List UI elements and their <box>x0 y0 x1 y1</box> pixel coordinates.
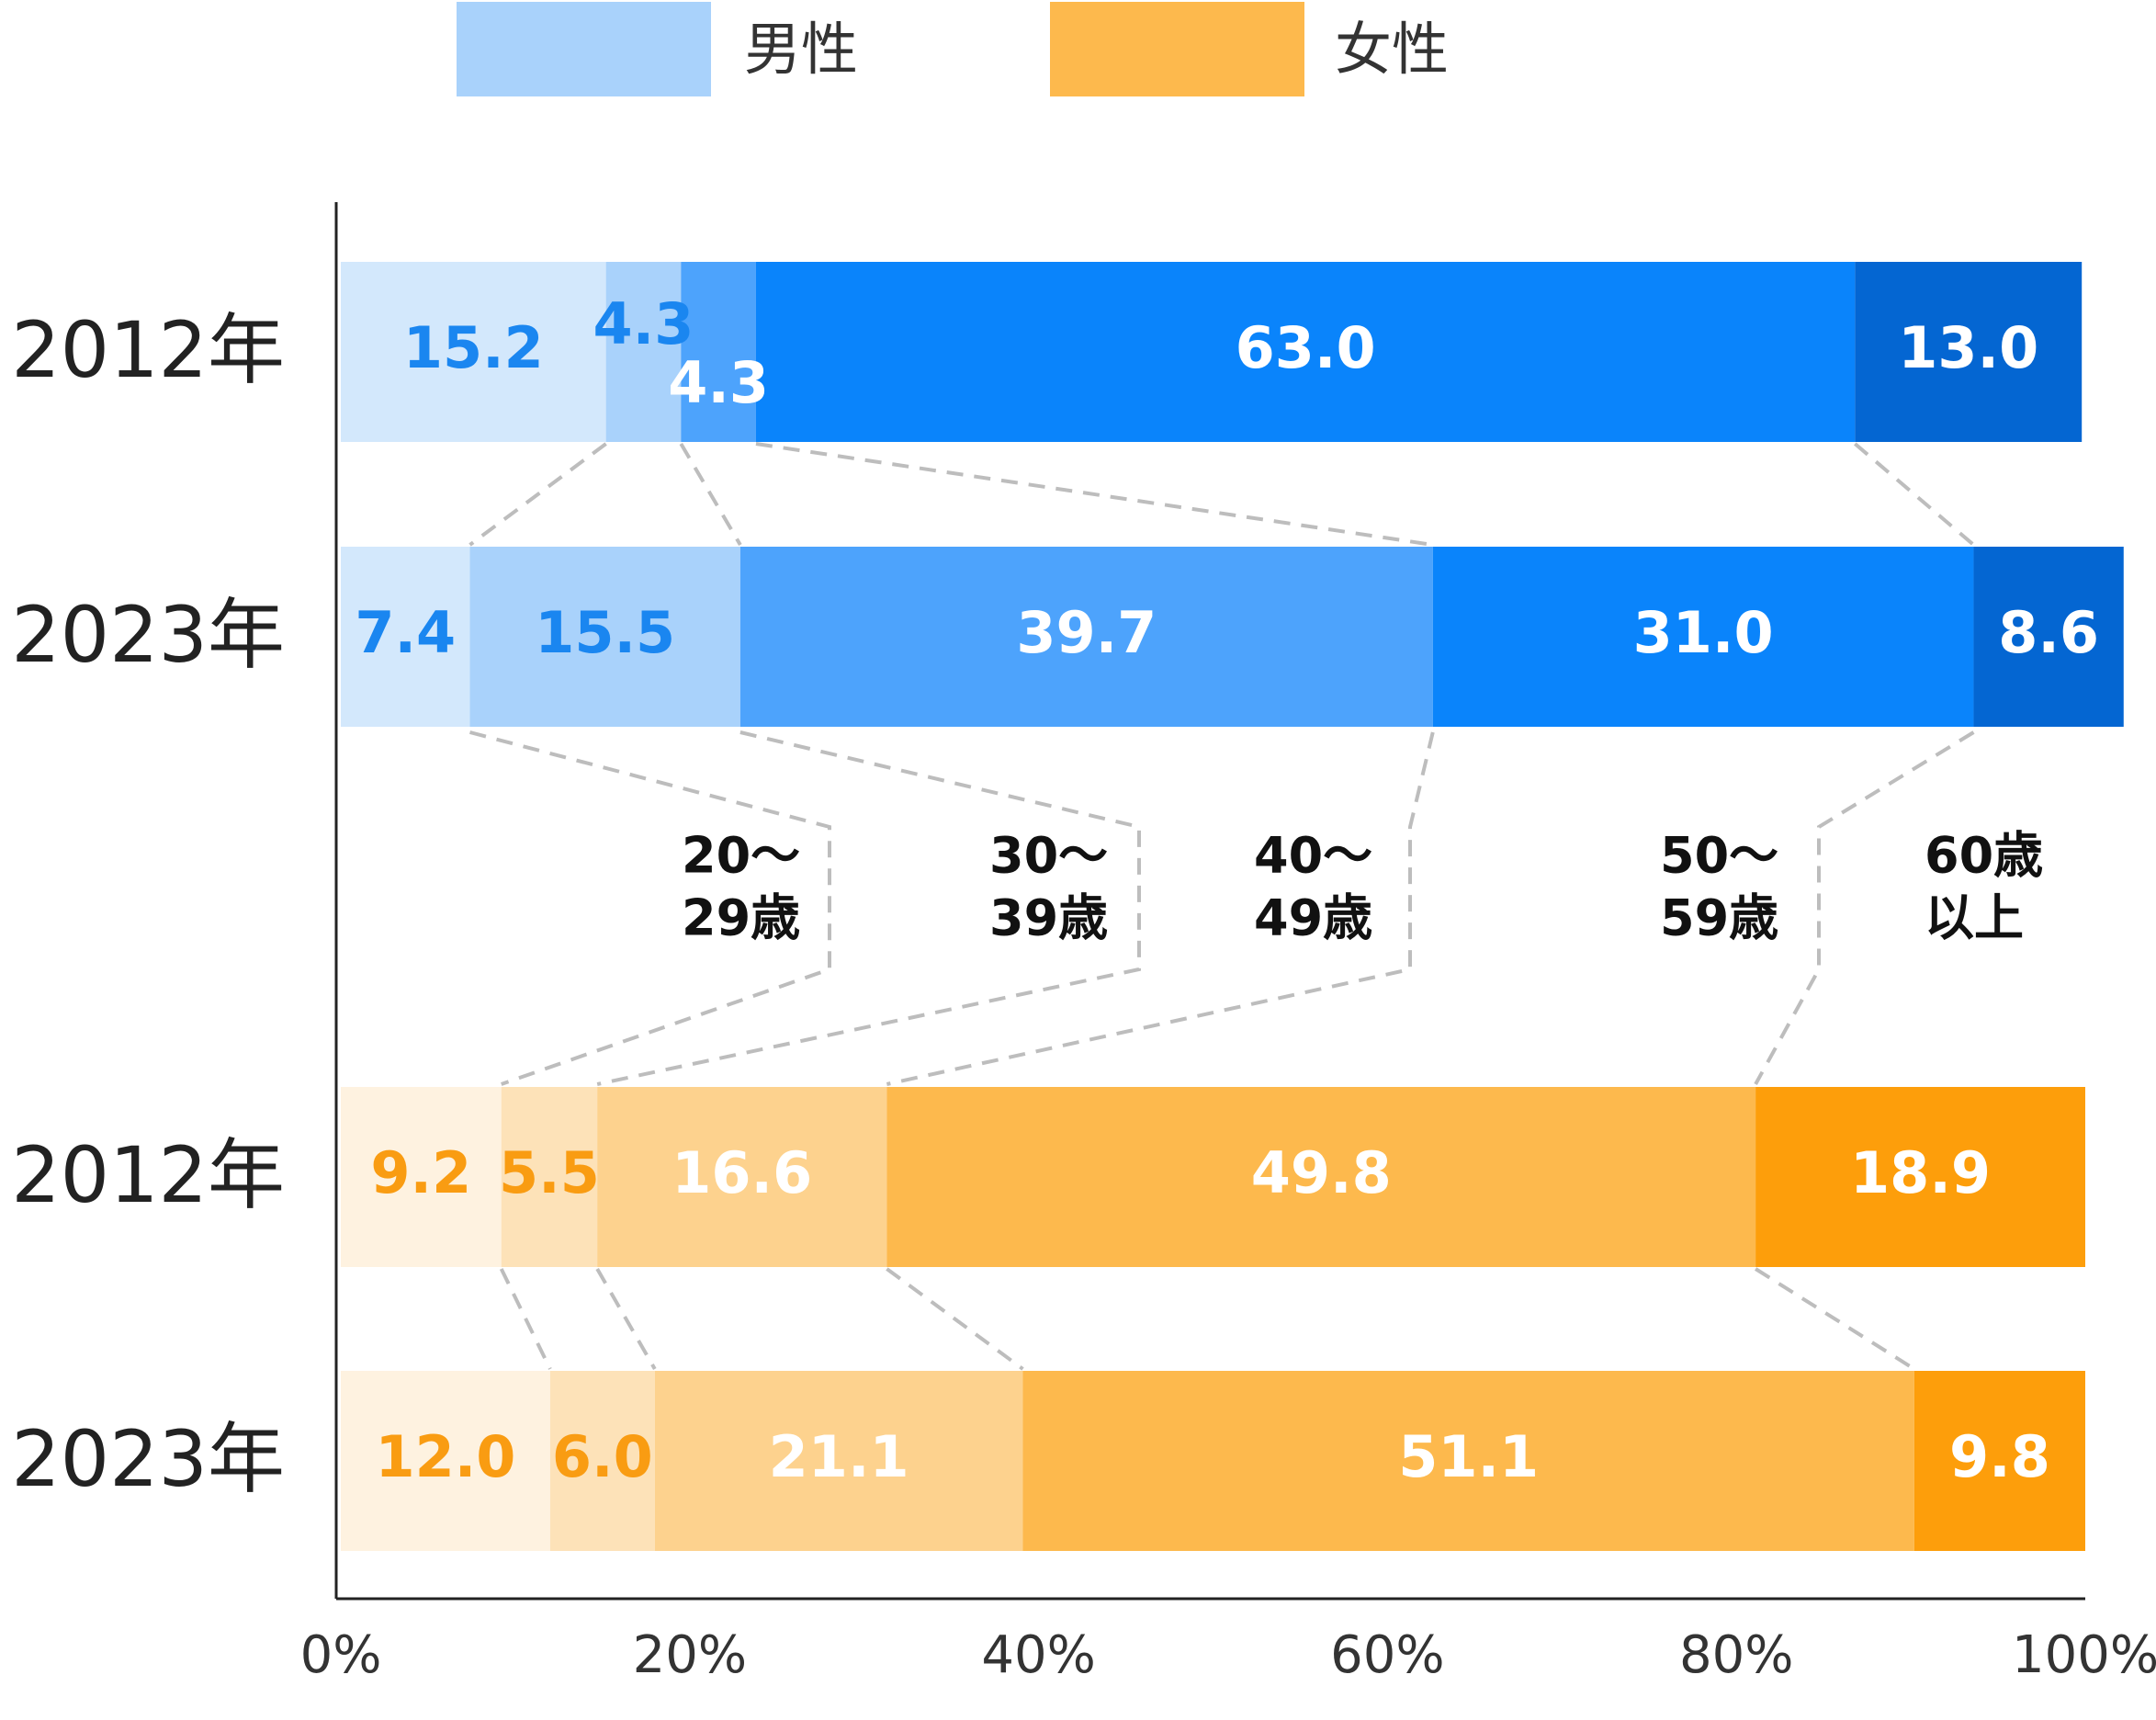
age-group-label: 39歳 <box>989 889 1108 947</box>
data-label: 49.8 <box>1251 1139 1392 1206</box>
data-label: 16.6 <box>672 1139 812 1206</box>
x-tick-label: 0% <box>300 1625 382 1685</box>
year-label: 2012年 <box>11 305 285 395</box>
bar-segment <box>341 262 606 442</box>
age-group-label: 以上 <box>1925 889 2024 947</box>
age-group-label: 40～ <box>1254 827 1372 885</box>
bar-segment <box>341 547 470 727</box>
data-label: 4.3 <box>668 349 769 416</box>
x-tick-label: 80% <box>1679 1625 1793 1685</box>
legend-label: 女性 <box>1335 16 1449 83</box>
connector-line <box>595 1268 657 1370</box>
x-tick-label: 40% <box>981 1625 1095 1685</box>
data-label: 15.2 <box>403 314 544 381</box>
year-label: 2012年 <box>11 1130 285 1220</box>
age-group-label: 50～ <box>1660 827 1778 885</box>
bar-segment <box>605 262 682 442</box>
connector-line <box>886 1267 1024 1371</box>
age-group-label: 59歳 <box>1660 889 1778 947</box>
bar-segment <box>1022 1371 1914 1551</box>
connector-line <box>468 442 607 547</box>
bar-segment <box>1755 1087 2085 1267</box>
bar-segment <box>1855 262 2083 442</box>
bar-segment <box>341 1371 550 1551</box>
connector-line <box>1755 1267 1915 1371</box>
data-label: 4.3 <box>593 290 694 357</box>
bar-segment <box>681 262 756 442</box>
bar-segment <box>886 1087 1756 1267</box>
data-label: 9.2 <box>370 1139 471 1206</box>
age-group-label: 30～ <box>989 827 1108 885</box>
age-group-label: 49歳 <box>1254 889 1372 947</box>
age-group-label: 29歳 <box>682 889 800 947</box>
data-label: 15.5 <box>535 599 675 666</box>
year-label: 2023年 <box>11 590 285 680</box>
x-tick-label: 20% <box>633 1625 747 1685</box>
bar-segment <box>739 547 1433 727</box>
connector-line <box>469 730 831 1086</box>
data-label: 51.1 <box>1398 1423 1539 1490</box>
data-label: 31.0 <box>1633 599 1774 666</box>
data-label: 39.7 <box>1016 599 1157 666</box>
legend-swatch-male <box>457 2 711 96</box>
bar-segment <box>597 1087 887 1267</box>
x-tick-label: 60% <box>1330 1625 1444 1685</box>
legend-label: 男性 <box>744 16 858 83</box>
legend-swatch-female <box>1050 2 1304 96</box>
age-group-label: 60歳 <box>1925 827 2043 885</box>
data-label: 6.0 <box>552 1423 653 1490</box>
data-label: 21.1 <box>769 1423 909 1490</box>
connector-line <box>679 442 742 547</box>
bar-segment <box>1973 547 2124 727</box>
bar-segment <box>549 1371 655 1551</box>
data-label: 63.0 <box>1236 314 1376 381</box>
connector-line <box>1854 442 1975 547</box>
x-tick-label: 100% <box>2012 1625 2156 1685</box>
bar-segment <box>341 1087 502 1267</box>
bar-segment <box>654 1371 1023 1551</box>
bar-segment <box>469 547 740 727</box>
age-group-label: 20～ <box>682 827 800 885</box>
bar-segment <box>755 262 1856 442</box>
data-label: 12.0 <box>375 1423 515 1490</box>
data-label: 5.5 <box>499 1139 600 1206</box>
bar-segment <box>501 1087 598 1267</box>
data-label: 13.0 <box>1898 314 2038 381</box>
data-label: 8.6 <box>1998 599 2099 666</box>
bar-segment <box>1913 1371 2085 1551</box>
connector-line <box>499 1268 552 1370</box>
bar-segment <box>1432 547 1974 727</box>
data-label: 9.8 <box>1949 1423 2050 1490</box>
year-label: 2023年 <box>11 1414 285 1504</box>
data-label: 7.4 <box>355 599 456 666</box>
connector-line <box>1754 730 1975 1085</box>
connector-line <box>755 442 1434 547</box>
connector-line <box>596 730 1141 1086</box>
connector-line <box>886 731 1435 1086</box>
data-label: 18.9 <box>1850 1139 1991 1206</box>
